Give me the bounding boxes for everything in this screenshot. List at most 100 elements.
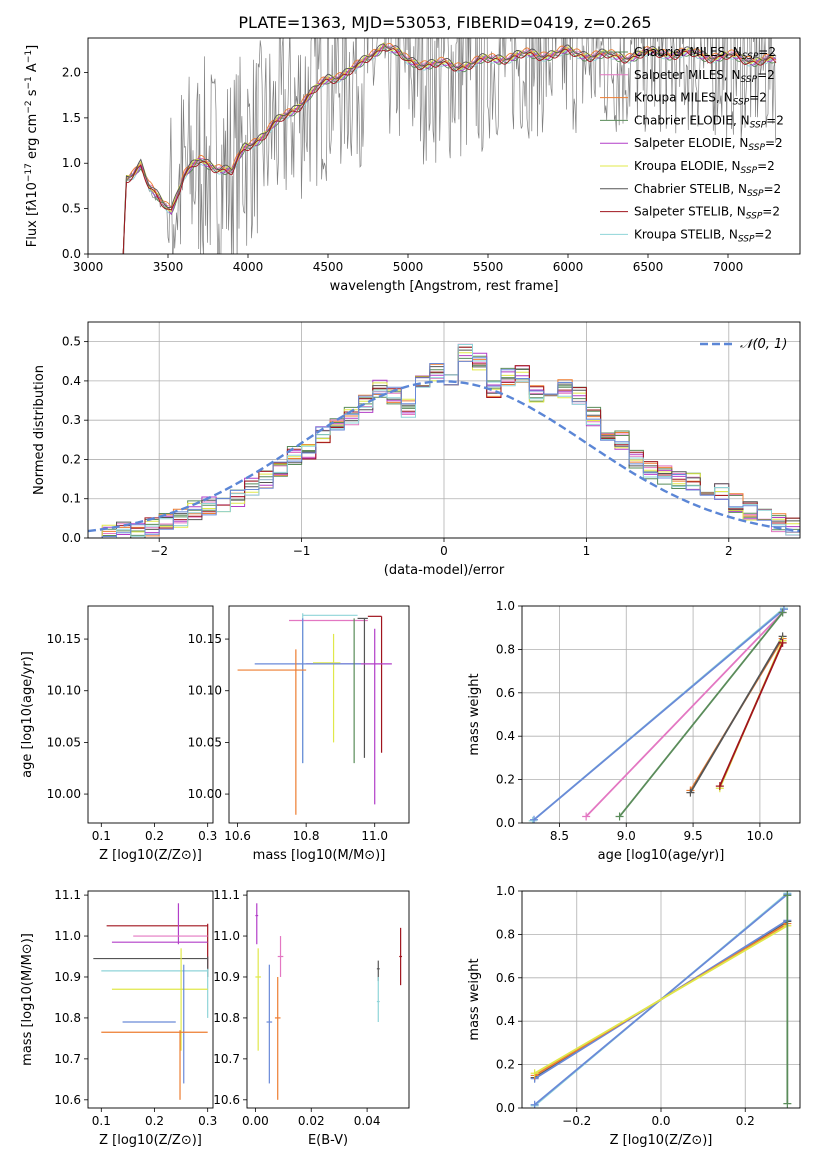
y-tick-label: 0.2 bbox=[496, 773, 515, 787]
x-tick-label: 9.5 bbox=[684, 829, 703, 843]
x-tick-label: 10.0 bbox=[747, 829, 774, 843]
y-tick-label: 0.5 bbox=[62, 202, 81, 216]
x-tick-label: 7000 bbox=[713, 260, 744, 274]
y-tick-label: 10.8 bbox=[213, 1011, 240, 1025]
x-tick-label: −1 bbox=[293, 544, 311, 558]
x-axis-label: Z [log10(Z/Z⊙)] bbox=[99, 1133, 202, 1148]
legend-entry: Kroupa ELODIE, NSSP=2 bbox=[634, 159, 775, 176]
axes-frame bbox=[87, 321, 801, 539]
weight-marker bbox=[783, 1099, 792, 1108]
weight-marker bbox=[530, 1100, 539, 1108]
weight-line bbox=[533, 608, 785, 821]
x-tick-label: 10.8 bbox=[293, 829, 320, 843]
y-tick-label: 1.5 bbox=[62, 111, 81, 125]
weight-marker bbox=[778, 608, 787, 617]
y-tick-label: 0.4 bbox=[496, 1014, 515, 1028]
axes-frame bbox=[87, 605, 214, 824]
panel-4: 10.6 10.8 11.0 10.00 10.05 10.10 10.15 mass [lo… bbox=[188, 605, 410, 863]
y-axis-label: mass weight bbox=[467, 958, 482, 1040]
y-tick-label: 0.4 bbox=[62, 374, 81, 388]
axes-frame bbox=[87, 890, 214, 1109]
weight-line bbox=[585, 611, 784, 818]
weight-marker bbox=[783, 891, 792, 900]
weight-line bbox=[534, 924, 788, 1075]
x-tick-label: 0.3 bbox=[198, 1114, 217, 1128]
weight-line bbox=[618, 611, 784, 818]
y-tick-label: 0.1 bbox=[62, 492, 81, 506]
y-tick-label: 1.0 bbox=[62, 156, 81, 170]
axes-frame bbox=[521, 605, 801, 824]
y-axis-label: Flux [fλ10−17 erg cm−2 s−1 A−1] bbox=[24, 45, 40, 247]
y-tick-label: 0.6 bbox=[496, 686, 515, 700]
y-tick-label: 0.0 bbox=[62, 531, 81, 545]
y-tick-label: 10.9 bbox=[213, 970, 240, 984]
x-axis-label: Z [log10(Z/Z⊙)] bbox=[99, 848, 202, 863]
y-tick-label: 11.1 bbox=[213, 888, 240, 902]
y-tick-label: 0.8 bbox=[496, 927, 515, 941]
x-tick-label: 6000 bbox=[553, 260, 584, 274]
x-tick-label: 0.3 bbox=[198, 829, 217, 843]
y-tick-label: 10.05 bbox=[188, 735, 222, 749]
legend-entry: Chabrier ELODIE, NSSP=2 bbox=[634, 113, 784, 130]
x-tick-label: 0.1 bbox=[92, 1114, 111, 1128]
x-tick-label: 2 bbox=[725, 544, 733, 558]
y-axis-label: mass [log10(M/M⊙)] bbox=[20, 933, 35, 1066]
panels: 3000 3500 4000 4500 5000 5500 6000 6500 70000.00… bbox=[20, 37, 801, 1148]
legend-entry: Chabrier STELIB, NSSP=2 bbox=[634, 182, 781, 199]
model-spectrum bbox=[120, 48, 777, 254]
x-tick-label: 0.00 bbox=[242, 1114, 269, 1128]
x-tick-label: 0.2 bbox=[145, 829, 164, 843]
plot-area bbox=[120, 38, 777, 254]
ticks: 8.5 9.0 9.5 10.0 0.0 0.2 0.4 0.6 0.8 1.0 bbox=[496, 599, 800, 843]
y-tick-label: 10.7 bbox=[213, 1052, 240, 1066]
plot-area bbox=[530, 891, 792, 1108]
legend: 𝒩(0, 1) bbox=[700, 337, 787, 352]
weight-marker bbox=[530, 1069, 539, 1078]
y-tick-label: 11.0 bbox=[54, 929, 81, 943]
y-tick-label: 10.00 bbox=[188, 787, 222, 801]
y-tick-label: 0.0 bbox=[496, 816, 515, 830]
y-tick-label: 10.05 bbox=[47, 735, 81, 749]
y-tick-label: 10.7 bbox=[54, 1052, 81, 1066]
y-tick-label: 0.5 bbox=[62, 335, 81, 349]
x-tick-label: 9.0 bbox=[617, 829, 636, 843]
x-axis-label: wavelength [Angstrom, rest frame] bbox=[330, 279, 559, 294]
legend-entry: Salpeter ELODIE, NSSP=2 bbox=[634, 136, 783, 153]
x-tick-label: 5500 bbox=[473, 260, 504, 274]
weight-marker bbox=[582, 812, 591, 821]
x-tick-label: 4000 bbox=[233, 260, 264, 274]
y-tick-label: 10.8 bbox=[54, 1011, 81, 1025]
plot-area bbox=[528, 606, 788, 823]
x-tick-label: 3000 bbox=[73, 260, 104, 274]
x-tick-label: 3500 bbox=[153, 260, 184, 274]
x-tick-label: 1 bbox=[583, 544, 591, 558]
x-tick-label: 0.04 bbox=[354, 1114, 381, 1128]
x-tick-label: 0 bbox=[440, 544, 448, 558]
y-tick-label: 0.2 bbox=[496, 1058, 515, 1072]
y-tick-label: 0.0 bbox=[62, 247, 81, 261]
ticks: 0.00 0.02 0.04 10.6 10.7 10.8 10.9 11.0 11.1 bbox=[213, 888, 380, 1128]
y-tick-label: 0.8 bbox=[496, 642, 515, 656]
y-tick-label: 10.00 bbox=[47, 787, 81, 801]
legend-entry: 𝒩(0, 1) bbox=[740, 337, 787, 352]
panel-1: 3000 3500 4000 4500 5000 5500 6000 6500 7000 0.0 0… bbox=[24, 37, 801, 294]
panel-5: 8.5 9.0 9.5 10.0 0.0 0.2 0.4 0.6 0.8 1.0 age [log1… bbox=[467, 599, 801, 863]
y-tick-label: 0.2 bbox=[62, 452, 81, 466]
panel-3: 0.1 0.2 0.3 10.00 10.05 10.10 10.15 Z [log10(Z/… bbox=[20, 605, 217, 863]
x-tick-label: 0.1 bbox=[92, 829, 111, 843]
y-tick-label: 0.0 bbox=[496, 1101, 515, 1115]
normal-curve bbox=[88, 380, 800, 533]
x-tick-label: −0.2 bbox=[562, 1114, 591, 1128]
x-axis-label: (data-model)/error bbox=[384, 563, 505, 578]
ticks: −2 −1 0 1 2 0.0 0.1 0.2 0.3 0.4 0.5 bbox=[62, 322, 800, 558]
x-tick-label: 6500 bbox=[633, 260, 664, 274]
plot-area bbox=[88, 343, 800, 538]
x-tick-label: 10.6 bbox=[224, 829, 251, 843]
y-tick-label: 2.0 bbox=[62, 65, 81, 79]
legend-entry: Salpeter STELIB, NSSP=2 bbox=[634, 205, 780, 222]
y-tick-label: 10.6 bbox=[54, 1093, 81, 1107]
weight-marker bbox=[530, 815, 539, 823]
x-tick-label: 0.02 bbox=[298, 1114, 325, 1128]
legend-entry: Salpeter MILES, NSSP=2 bbox=[634, 68, 775, 85]
